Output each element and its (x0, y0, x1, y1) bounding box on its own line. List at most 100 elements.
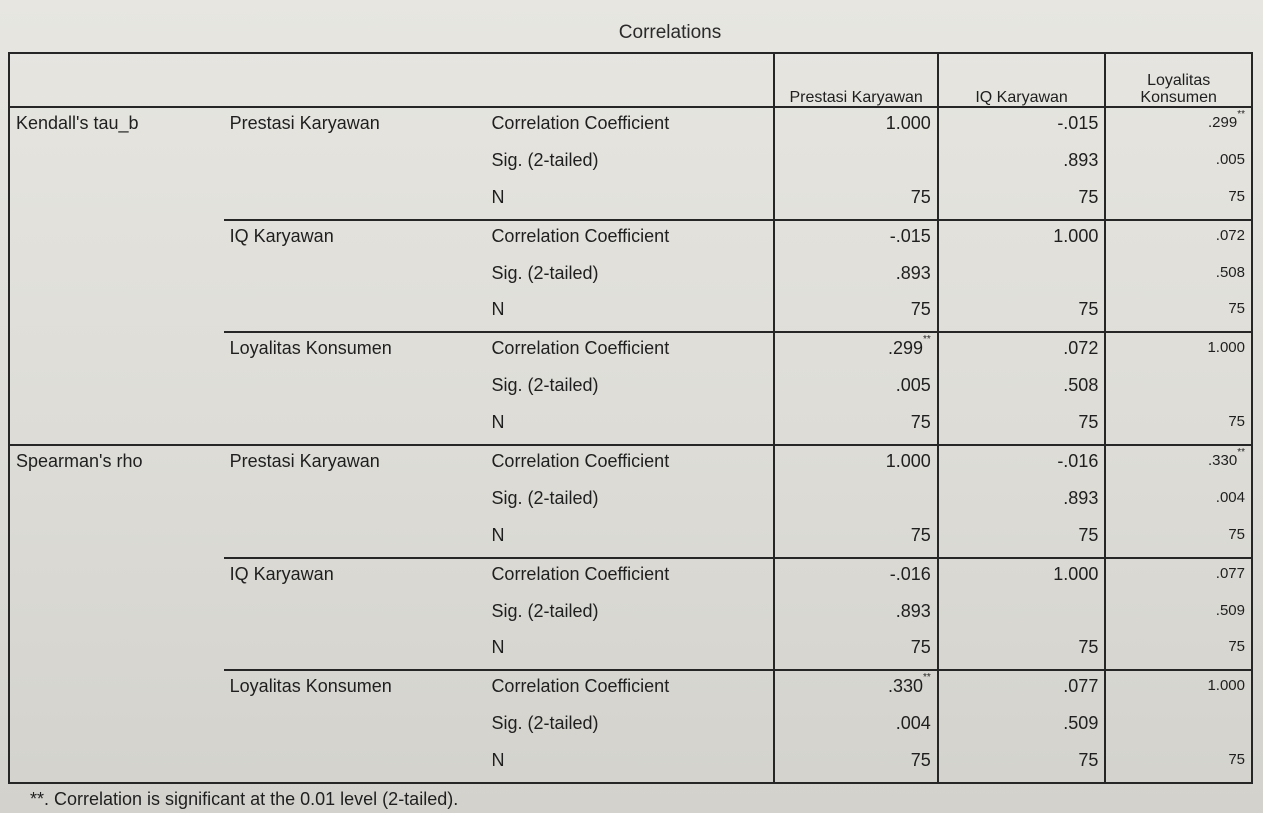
cell-value: .005 (773, 370, 939, 407)
stat-label: N (491, 411, 505, 432)
table-row: Sig. (2-tailed) .893 .509 (9, 595, 1253, 633)
table-row: N 75 75 75 (9, 406, 1253, 445)
cell-value: .893 (937, 144, 1107, 182)
cell-value: .330** (773, 669, 939, 709)
table-row: Sig. (2-tailed) .004.509 (9, 708, 1253, 745)
stat-label: N (485, 744, 775, 785)
cell-value (1105, 370, 1253, 407)
cell-value: 75 (1105, 744, 1253, 785)
table-row: IQ Karyawan Correlation Coefficient -.016 1… (9, 556, 1253, 671)
cell-value: 75 (773, 519, 939, 558)
cell-value: 1.000 (773, 106, 939, 145)
correlations-table: Prestasi Karyawan IQ Karyawan Loyalitas … (7, 52, 1253, 785)
method-label: Spearman's rho (8, 443, 224, 785)
cell-value: 75 (773, 632, 939, 671)
stat-label: Correlation Coefficient (485, 669, 775, 709)
cell-value: 75 (937, 406, 1107, 445)
table-row: Sig. (2-tailed) .893 .508 (9, 257, 1253, 295)
cell-value: 1.000 (1105, 331, 1253, 371)
cell-value: .893 (937, 482, 1107, 520)
cell-value: 1.000 (937, 218, 1107, 258)
column-header: IQ Karyawan (937, 52, 1107, 107)
header-blank (7, 52, 775, 107)
cell-value (773, 482, 939, 520)
variable-label: Loyalitas Konsumen (223, 669, 486, 784)
variable-label: Prestasi Karyawan (223, 106, 486, 220)
cell-value (937, 257, 1107, 295)
cell-value: 75 (937, 181, 1107, 220)
table-row: Spearman's rho Prestasi Karyawan Correlati… (8, 443, 1253, 785)
stat-label: Correlation Coefficient (485, 331, 775, 371)
table-row: N 75 75 75 (9, 744, 1253, 785)
table-row: N 75 75 75 (9, 632, 1253, 671)
footnote: **. Correlation is significant at the 0.… (30, 789, 459, 809)
cell-value: 75 (937, 519, 1107, 558)
cell-value: .072 (937, 331, 1107, 371)
cell-value: .077 (1105, 556, 1253, 596)
cell-value: .330** (1105, 443, 1253, 483)
table-row: Loyalitas Konsumen Correlation Coefficien… (9, 669, 1253, 784)
cell-value: 75 (1105, 519, 1253, 558)
cell-value: 75 (1105, 406, 1253, 445)
stat-label: Sig. (2-tailed) (491, 375, 599, 396)
cell-value: .004 (773, 708, 939, 745)
cell-value: .508 (1105, 257, 1253, 295)
cell-value: .893 (773, 595, 939, 633)
cell-value: .299** (1105, 106, 1253, 145)
cell-value (773, 144, 939, 182)
stat-label: N (491, 299, 505, 320)
table-row: N 75 75 75 (9, 294, 1253, 333)
cell-value: 1.000 (773, 443, 939, 483)
cell-value: .509 (1105, 595, 1253, 633)
stat-label: Correlation Coefficient (485, 556, 775, 596)
cell-value: .004 (1105, 482, 1253, 520)
cell-value: .299** (773, 331, 939, 371)
cell-value: .508 (937, 370, 1107, 407)
table-row: Loyalitas Konsumen Correlation Coefficien… (9, 331, 1253, 445)
table-row: IQ Karyawan Correlation Coefficient -.015 1… (9, 218, 1253, 333)
stat-label: Sig. (2-tailed) (491, 262, 599, 283)
cell-value: 75 (773, 744, 939, 785)
method-label: Kendall's tau_b (8, 106, 224, 445)
cell-value (937, 595, 1107, 633)
cell-value: 75 (773, 294, 939, 333)
cell-value: -.015 (937, 106, 1107, 145)
column-header: Prestasi Karyawan (773, 52, 939, 107)
stat-label: Sig. (2-tailed) (491, 600, 599, 621)
variable-label: Loyalitas Konsumen (223, 331, 486, 445)
variable-label: Prestasi Karyawan (223, 443, 486, 558)
cell-value: 75 (1105, 632, 1253, 671)
cell-value: .509 (937, 708, 1107, 745)
cell-value: -.016 (773, 556, 939, 596)
stat-label: Correlation Coefficient (485, 443, 775, 483)
cell-value: -.015 (773, 218, 939, 258)
cell-value: 75 (1105, 294, 1253, 333)
stat-label: N (491, 524, 505, 545)
stat-label: N (491, 637, 505, 658)
table-row: Sig. (2-tailed) .005.508 (9, 370, 1253, 407)
cell-value: 1.000 (1105, 669, 1253, 709)
cell-value: 75 (937, 294, 1107, 333)
correlations-body: Kendall's tau_b Prestasi Karyawan Correlat… (8, 106, 1253, 785)
stat-label: Correlation Coefficient (485, 218, 775, 258)
cell-value: -.016 (937, 443, 1107, 483)
cell-value (1105, 708, 1253, 745)
table-row: N 75 75 75 (9, 181, 1253, 220)
stat-label: Sig. (2-tailed) (491, 713, 599, 734)
cell-value: .893 (773, 257, 939, 295)
cell-value: .077 (937, 669, 1107, 709)
cell-value: 75 (937, 632, 1107, 671)
stat-label: Correlation Coefficient (485, 106, 775, 145)
table-row: Sig. (2-tailed) .893.005 (9, 144, 1253, 182)
cell-value: 75 (773, 181, 939, 220)
cell-value: .005 (1105, 144, 1253, 182)
cell-value: .072 (1105, 218, 1253, 258)
stat-label: Sig. (2-tailed) (491, 149, 599, 170)
table-row: Sig. (2-tailed) .893.004 (9, 482, 1253, 520)
stat-label: Sig. (2-tailed) (491, 487, 599, 508)
stat-label: N (491, 186, 505, 207)
cell-value: 75 (773, 406, 939, 445)
cell-value: 1.000 (937, 556, 1107, 596)
table-row: N 75 75 75 (9, 519, 1253, 558)
